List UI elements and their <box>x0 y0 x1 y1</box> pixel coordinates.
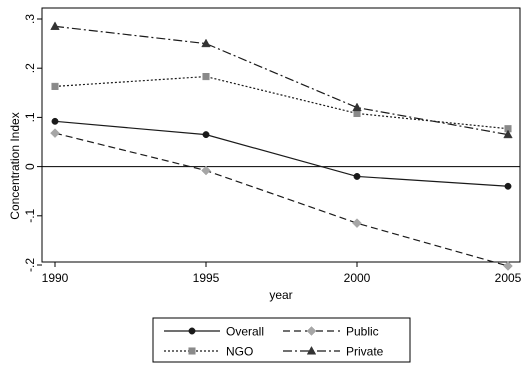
legend-marker-private <box>306 345 317 355</box>
legend-marker-overall <box>188 327 196 335</box>
x-tick-label: 2005 <box>495 271 522 285</box>
series-line-public <box>54 132 509 267</box>
legend-item-overall: Overall <box>164 325 264 339</box>
data-point-private <box>352 102 362 112</box>
legend-box <box>152 317 411 363</box>
x-tick-label: 1990 <box>42 271 69 285</box>
data-point-ngo <box>202 73 210 81</box>
data-point-public <box>201 165 211 176</box>
series-line-private <box>54 25 509 136</box>
x-axis-label: year <box>269 288 292 302</box>
data-point-private <box>201 38 211 48</box>
data-point-private <box>503 129 513 139</box>
y-tick-label: .2 <box>23 63 37 73</box>
y-tick-label: -.2 <box>23 258 37 272</box>
data-point-public <box>503 261 513 271</box>
y-tick-label: .1 <box>23 112 37 122</box>
data-point-overall <box>202 131 210 139</box>
axes: -.2 -.1 0 .1 .2 .3 1990 1995 2000 2005 <box>23 7 522 285</box>
data-point-ngo <box>51 82 59 90</box>
y-axis-label: Concentration Index <box>8 112 22 219</box>
legend-label-private: Private <box>346 345 384 359</box>
data-point-public <box>352 218 362 229</box>
legend-item-private: Private <box>283 345 384 359</box>
series-lines <box>50 21 513 271</box>
data-point-public <box>50 128 60 138</box>
legend-item-ngo: NGO <box>164 345 253 359</box>
series-line-ngo <box>54 75 509 130</box>
legend-marker-public <box>306 326 317 336</box>
legend-label-overall: Overall <box>226 325 264 339</box>
y-tick-label: -.1 <box>23 208 37 222</box>
legend-marker-ngo <box>188 347 196 355</box>
series-ngo <box>51 73 512 133</box>
series-overall <box>51 117 512 190</box>
series-public <box>50 128 513 271</box>
y-tick-label: 0 <box>23 163 37 170</box>
legend-item-public: Public <box>283 325 379 339</box>
series-private <box>50 21 513 139</box>
legend-label-public: Public <box>346 325 379 339</box>
x-tick-label: 2000 <box>344 271 371 285</box>
x-tick-label: 1995 <box>193 271 220 285</box>
data-point-overall <box>353 172 361 180</box>
data-point-overall <box>51 117 59 125</box>
legend: Overall Public NGO Private <box>152 317 411 363</box>
data-point-ngo <box>353 109 361 118</box>
plot-frame <box>41 7 521 263</box>
legend-label-ngo: NGO <box>226 345 253 359</box>
y-tick-label: .3 <box>23 14 37 24</box>
data-point-private <box>50 21 60 30</box>
series-line-overall <box>54 120 509 187</box>
data-point-overall <box>504 182 512 190</box>
